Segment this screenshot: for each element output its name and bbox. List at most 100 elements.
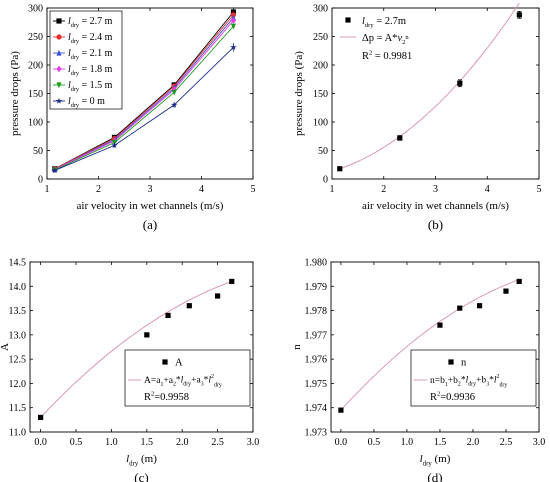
data-point [437,322,443,328]
x-tick-label: 1.0 [401,437,414,448]
legend-entry: A=a1+a2*ldry+a3*l2dry [144,374,222,389]
y-tick-label: 150 [313,89,328,100]
x-tick-label: 0.0 [335,437,348,448]
y-tick-label: 11.0 [9,428,26,439]
legend-entry: n [461,358,467,369]
data-point [337,166,343,172]
x-tick-label: 5 [537,184,542,195]
panel-label: (c) [134,470,148,482]
y-tick-label: 1.978 [305,306,328,317]
chart-panel-d: 0.0 0.5 1.0 1.5 2.0 2.5 3.0 1.973 1.974 1.975 1.97… [291,258,545,482]
y-tick-label: 12.5 [9,355,27,366]
fit-curve [339,2,520,170]
series-path [54,17,234,170]
series-line [52,23,237,174]
legend-entry: ldry = 2.7 m [68,16,113,29]
legend-marker [56,65,62,73]
y-tick-label: 11.5 [9,403,26,414]
x-tick-label: 2.0 [176,437,189,448]
r-squared-label: R2=0.9958 [144,390,189,403]
legend-entry: ldry = 2.4 m [68,32,113,45]
x-tick-label: 4 [199,184,204,195]
y-tick-label: 13.5 [9,306,27,317]
x-axis-label: air velocity in wet channels (m/s) [77,200,224,212]
data-point [51,167,58,174]
x-tick-label: 2.0 [467,437,480,448]
data-point [230,17,237,24]
y-tick-label: 300 [28,4,43,15]
y-tick-label: 300 [313,4,328,15]
legend-entry: ldry = 0 m [68,96,105,109]
y-tick-label: 1.975 [305,379,328,390]
data-point [457,305,463,311]
legend-entry: A [175,358,183,369]
x-tick-label: 2 [96,184,101,195]
y-tick-label: 1.976 [305,355,328,366]
y-tick-label: 200 [313,61,328,72]
data-point [230,43,237,51]
legend-entry: ldry = 2.1 m [68,48,113,61]
x-tick-label: 0.0 [34,437,47,448]
y-axis-label: A [0,343,11,351]
y-tick-label: 50 [33,146,43,157]
legend-marker [56,82,62,89]
panel-label: (a) [143,217,157,232]
x-axis-label: air velocity in wet channels (m/s) [362,200,509,212]
x-tick-label: 3 [148,184,153,195]
y-axis-label: n [291,344,303,350]
legend-box [124,349,251,407]
y-tick-label: 1.974 [305,403,328,414]
legend-box [410,349,537,407]
y-tick-label: 150 [28,89,43,100]
data-point [230,9,237,15]
panel-label: (d) [427,470,442,482]
x-tick-label: 0.5 [368,437,381,448]
legend-marker [55,97,63,104]
x-tick-label: 3.0 [247,437,260,448]
x-tick-label: 3 [433,184,438,195]
legend-marker [162,359,168,365]
legend-entry: Δp = A*v2n [362,33,409,46]
legend-entry: ldry = 1.8 m [68,64,113,77]
data-point [111,141,118,149]
x-tick-label: 2 [381,184,386,195]
data-point [503,288,509,294]
data-point [171,89,177,96]
y-tick-label: 1.977 [305,330,328,341]
plot-frame [330,261,540,433]
data-point [230,23,237,30]
series-path [54,47,234,171]
data-point [186,303,192,309]
panel-label: (b) [428,217,443,232]
legend-marker [56,34,62,40]
data-point [397,135,403,141]
legend-box [49,10,123,110]
y-tick-label: 0 [323,175,328,186]
x-tick-label: 3.0 [533,437,546,448]
x-axis-label: ldry (m) [420,453,451,467]
y-tick-label: 12.0 [9,379,27,390]
legend-entry: ldry = 1.5 m [68,80,113,93]
data-point [165,312,171,319]
legend-marker [345,17,351,23]
x-tick-label: 4 [485,184,490,195]
legend-marker [448,359,454,365]
x-tick-label: 1 [45,184,50,195]
r-squared-label: R2 = 0.9981 [362,49,412,62]
x-axis-label: ldry (m) [126,453,157,467]
data-point [338,407,344,413]
chart-panel-c: 0.0 0.5 1.0 1.5 2.0 2.5 3.0 11.0 11.5 12.0 12.5 13.… [0,258,259,482]
x-tick-label: 5 [251,184,256,195]
x-tick-label: 1.5 [434,437,447,448]
data-point [144,332,150,338]
series-path [54,11,234,170]
legend: ldry = 2.7m Δp = A*v2n R2 = 0.9981 [340,16,412,62]
plot-frame [29,261,254,433]
y-tick-label: 14.5 [9,258,27,269]
data-point [476,303,483,309]
x-tick-label: 2.5 [211,437,224,448]
